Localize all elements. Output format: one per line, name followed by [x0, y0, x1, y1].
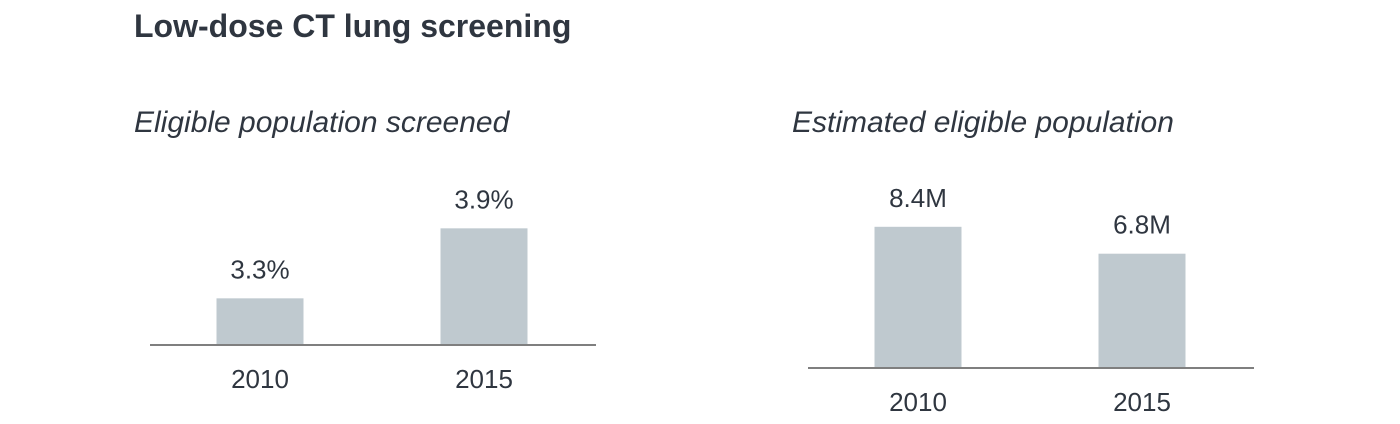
bar-eligible-2015 [1098, 253, 1186, 368]
data-label-eligible-2015: 6.8M [1113, 210, 1171, 240]
bar-screened-2010 [216, 298, 304, 345]
data-label-eligible-2010: 8.4M [889, 183, 947, 213]
data-label-screened-2010: 3.3% [230, 254, 289, 284]
x-tick-label-screened-2015: 2015 [455, 364, 513, 394]
x-tick-label-eligible-2010: 2010 [889, 387, 947, 417]
chart-title-screened: Eligible population screened [134, 106, 510, 139]
page-title: Low-dose CT lung screening [134, 8, 572, 44]
chart-title-eligible-population: Estimated eligible population [792, 106, 1174, 139]
bar-eligible-2010 [874, 226, 962, 368]
x-tick-label-screened-2010: 2010 [231, 364, 289, 394]
x-tick-label-eligible-2015: 2015 [1113, 387, 1171, 417]
data-label-screened-2015: 3.9% [454, 184, 513, 214]
bar-screened-2015 [440, 228, 528, 345]
